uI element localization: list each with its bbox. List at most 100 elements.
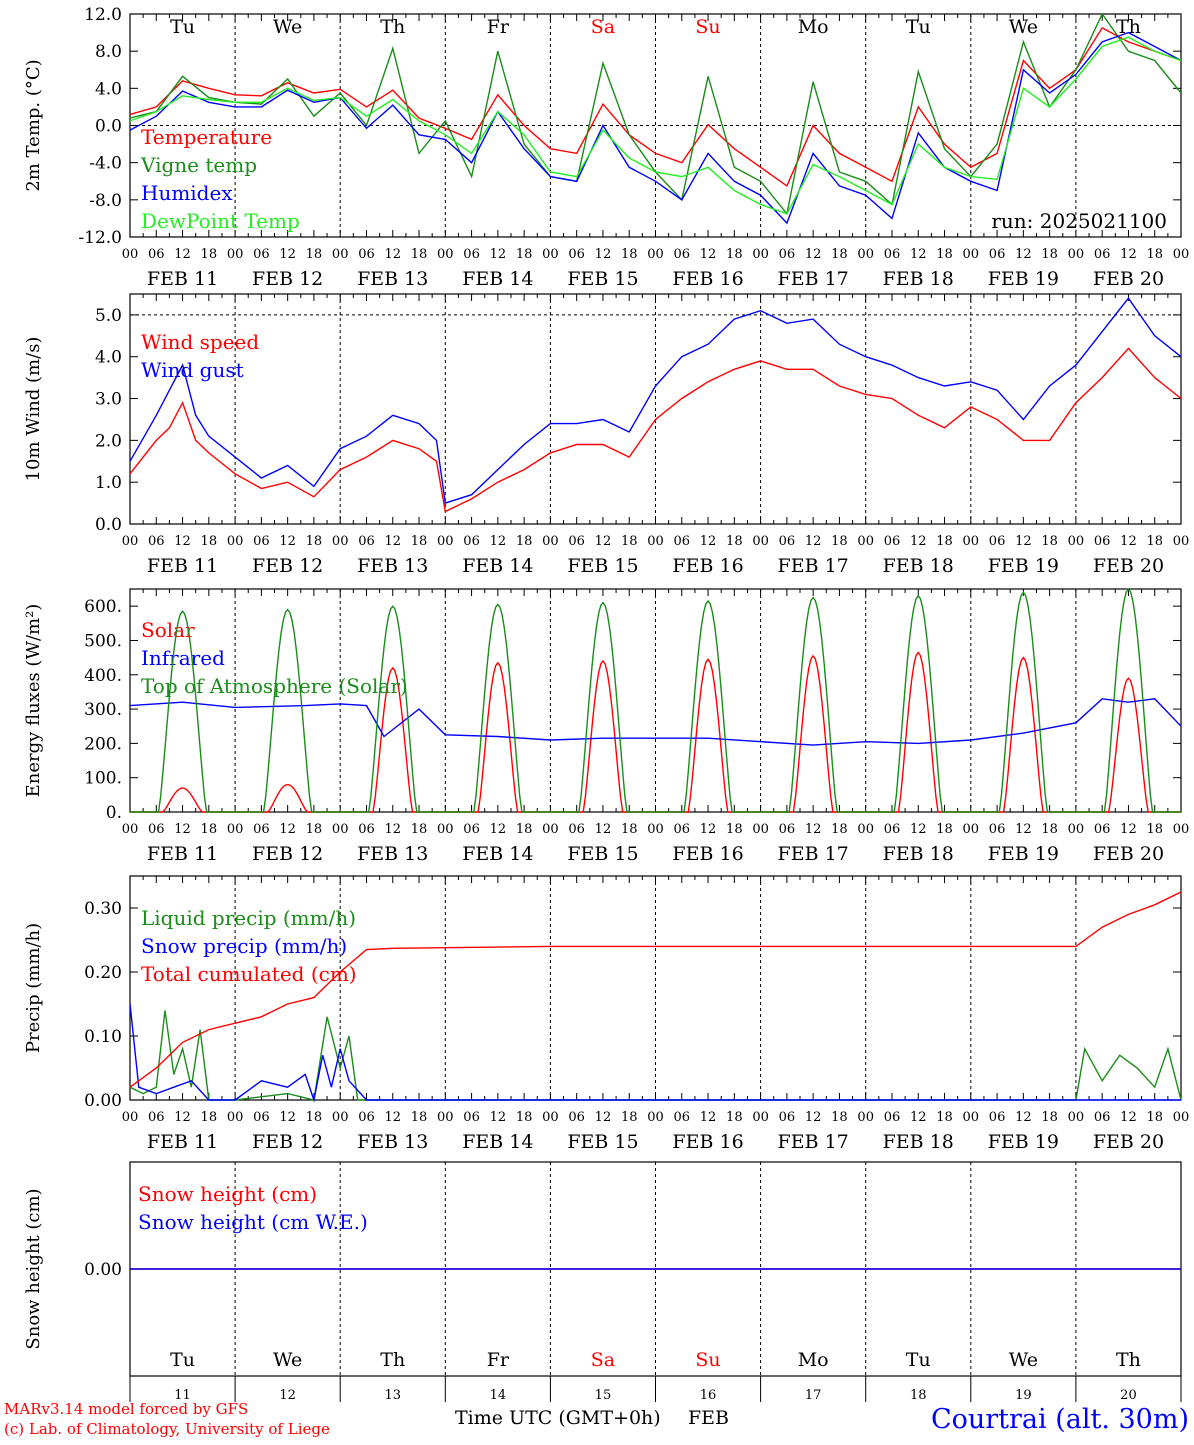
panel4-date-label: FEB 18 [883, 1131, 954, 1153]
panel2-hour-label: 00 [647, 534, 664, 549]
x-axis-month-label: FEB [688, 1407, 729, 1429]
panel4-hour-label: 18 [831, 1110, 848, 1125]
panel2-hour-label: 18 [831, 534, 848, 549]
panel3-hour-label: 12 [1015, 822, 1032, 837]
panel4-date-label: FEB 17 [778, 1131, 849, 1153]
panel2-hour-label: 06 [463, 534, 480, 549]
panel3-hour-label: 00 [227, 822, 244, 837]
panel2-ytick-label: 0.0 [95, 515, 122, 535]
panel1-ytick-label: 4.0 [95, 79, 122, 99]
panel1-series-temperature [129, 26, 1182, 187]
panel2-date-label: FEB 12 [252, 555, 323, 577]
panel3-hour-label: 18 [411, 822, 428, 837]
panel3-legend-1: Infrared [141, 646, 225, 670]
panel2-date-label: FEB 18 [883, 555, 954, 577]
panel3-frame [129, 588, 1182, 813]
top-dow-label: Th [1116, 16, 1141, 38]
panel4-hour-label: 12 [279, 1110, 296, 1125]
bottom-day-number: 18 [910, 1388, 927, 1403]
panel5-legend-1: Snow height (cm W.E.) [138, 1210, 368, 1234]
panel4-hour-label: 00 [332, 1110, 349, 1125]
panel4-hour-label: 00 [227, 1110, 244, 1125]
panel3-ytick-label: 300. [84, 700, 122, 720]
panel2-ytick-label: 3.0 [95, 390, 122, 410]
panel3-hour-label: 12 [700, 822, 717, 837]
panel3-hour-label: 12 [1120, 822, 1137, 837]
panel1-ytick-label: 0.0 [95, 117, 122, 137]
panel1-date-label: FEB 19 [988, 268, 1059, 290]
panel4-hour-label: 18 [411, 1110, 428, 1125]
panel3-hour-label-end: 00 [1173, 822, 1190, 837]
panel1-hour-label: 00 [437, 247, 454, 262]
panel1-hour-label: 00 [963, 247, 980, 262]
panel3-date-label: FEB 15 [567, 843, 638, 865]
panel4-hour-label: 00 [647, 1110, 664, 1125]
panel3-hour-label: 18 [1146, 822, 1163, 837]
panel3-hour-label: 12 [174, 822, 191, 837]
panel2-ytick-label: 5.0 [95, 306, 122, 326]
panel4-date-label: FEB 13 [357, 1131, 428, 1153]
panel2-hour-label: 18 [411, 534, 428, 549]
panel3-hour-label: 12 [279, 822, 296, 837]
panel1-hour-label: 18 [516, 247, 533, 262]
panel4-hour-label: 12 [1015, 1110, 1032, 1125]
panel4-hour-label: 18 [306, 1110, 323, 1125]
panel4-date-label: FEB 15 [567, 1131, 638, 1153]
panel2-series-wind-gust [129, 297, 1182, 505]
panel4-ytick-label: 0.30 [84, 899, 122, 919]
panel2-hour-label: 12 [1120, 534, 1137, 549]
station-name: Courtrai (alt. 30m) [931, 1404, 1189, 1435]
panel4-hour-label: 06 [1094, 1110, 1111, 1125]
panel1-hour-label: 00 [647, 247, 664, 262]
panel1-hour-label: 18 [201, 247, 218, 262]
panel4-date-label: FEB 12 [252, 1131, 323, 1153]
panel4-hour-label: 18 [201, 1110, 218, 1125]
panel1-legend-1: Vigne temp [140, 153, 257, 177]
panel1-ytick-label: 8.0 [95, 42, 122, 62]
panel3-hour-label: 12 [910, 822, 927, 837]
panel3-date-label: FEB 17 [778, 843, 849, 865]
bottom-dow-label: Tu [906, 1349, 931, 1371]
bottom-dow-label: We [1009, 1349, 1038, 1371]
panel1-hour-label: 18 [306, 247, 323, 262]
panel4-hour-label: 18 [726, 1110, 743, 1125]
panel3-hour-label: 18 [306, 822, 323, 837]
panel1-date-label: FEB 20 [1093, 268, 1164, 290]
bottom-dow-label: Th [380, 1349, 405, 1371]
panel4-series-snow-precip-mm-h- [129, 1003, 1181, 1103]
panel3-hour-label: 00 [963, 822, 980, 837]
panel2-hour-label: 00 [857, 534, 874, 549]
panel1-ylabel: 2m Temp. (°C) [23, 59, 44, 191]
panel2-hour-label: 12 [910, 534, 927, 549]
panel3-hour-label: 18 [1041, 822, 1058, 837]
panel3-hour-label: 00 [437, 822, 454, 837]
panel1-hour-label: 06 [884, 247, 901, 262]
panel3-legend-0: Solar [141, 618, 195, 642]
bottom-dow-label: Sa [591, 1349, 615, 1371]
panel3-hour-label: 06 [989, 822, 1006, 837]
panel2-date-label: FEB 11 [147, 555, 218, 577]
top-dow-label: Tu [170, 16, 195, 38]
panel2-legend-0: Wind speed [141, 330, 259, 354]
panel3-hour-label: 06 [463, 822, 480, 837]
panel4-hour-label: 12 [174, 1110, 191, 1125]
panel4-hour-label: 06 [884, 1110, 901, 1125]
panel1-hour-label: 18 [936, 247, 953, 262]
panel3-hour-label: 18 [621, 822, 638, 837]
panel2-hour-label: 00 [752, 534, 769, 549]
panel1-hour-label: 18 [411, 247, 428, 262]
panel3-hour-label: 00 [647, 822, 664, 837]
panel1-hour-label: 12 [1120, 247, 1137, 262]
panel1-hour-label: 12 [490, 247, 507, 262]
panel2-hour-label: 00 [542, 534, 559, 549]
panel4-date-label: FEB 16 [672, 1131, 743, 1153]
panel2-hour-label: 18 [516, 534, 533, 549]
panel4-hour-label: 18 [1041, 1110, 1058, 1125]
panel3-hour-label: 18 [201, 822, 218, 837]
panel3-date-label: FEB 11 [147, 843, 218, 865]
panel4-hour-label: 12 [700, 1110, 717, 1125]
panel1-date-label: FEB 14 [462, 268, 533, 290]
panel2-hour-label: 06 [1094, 534, 1111, 549]
panel4-hour-label: 00 [122, 1110, 139, 1125]
